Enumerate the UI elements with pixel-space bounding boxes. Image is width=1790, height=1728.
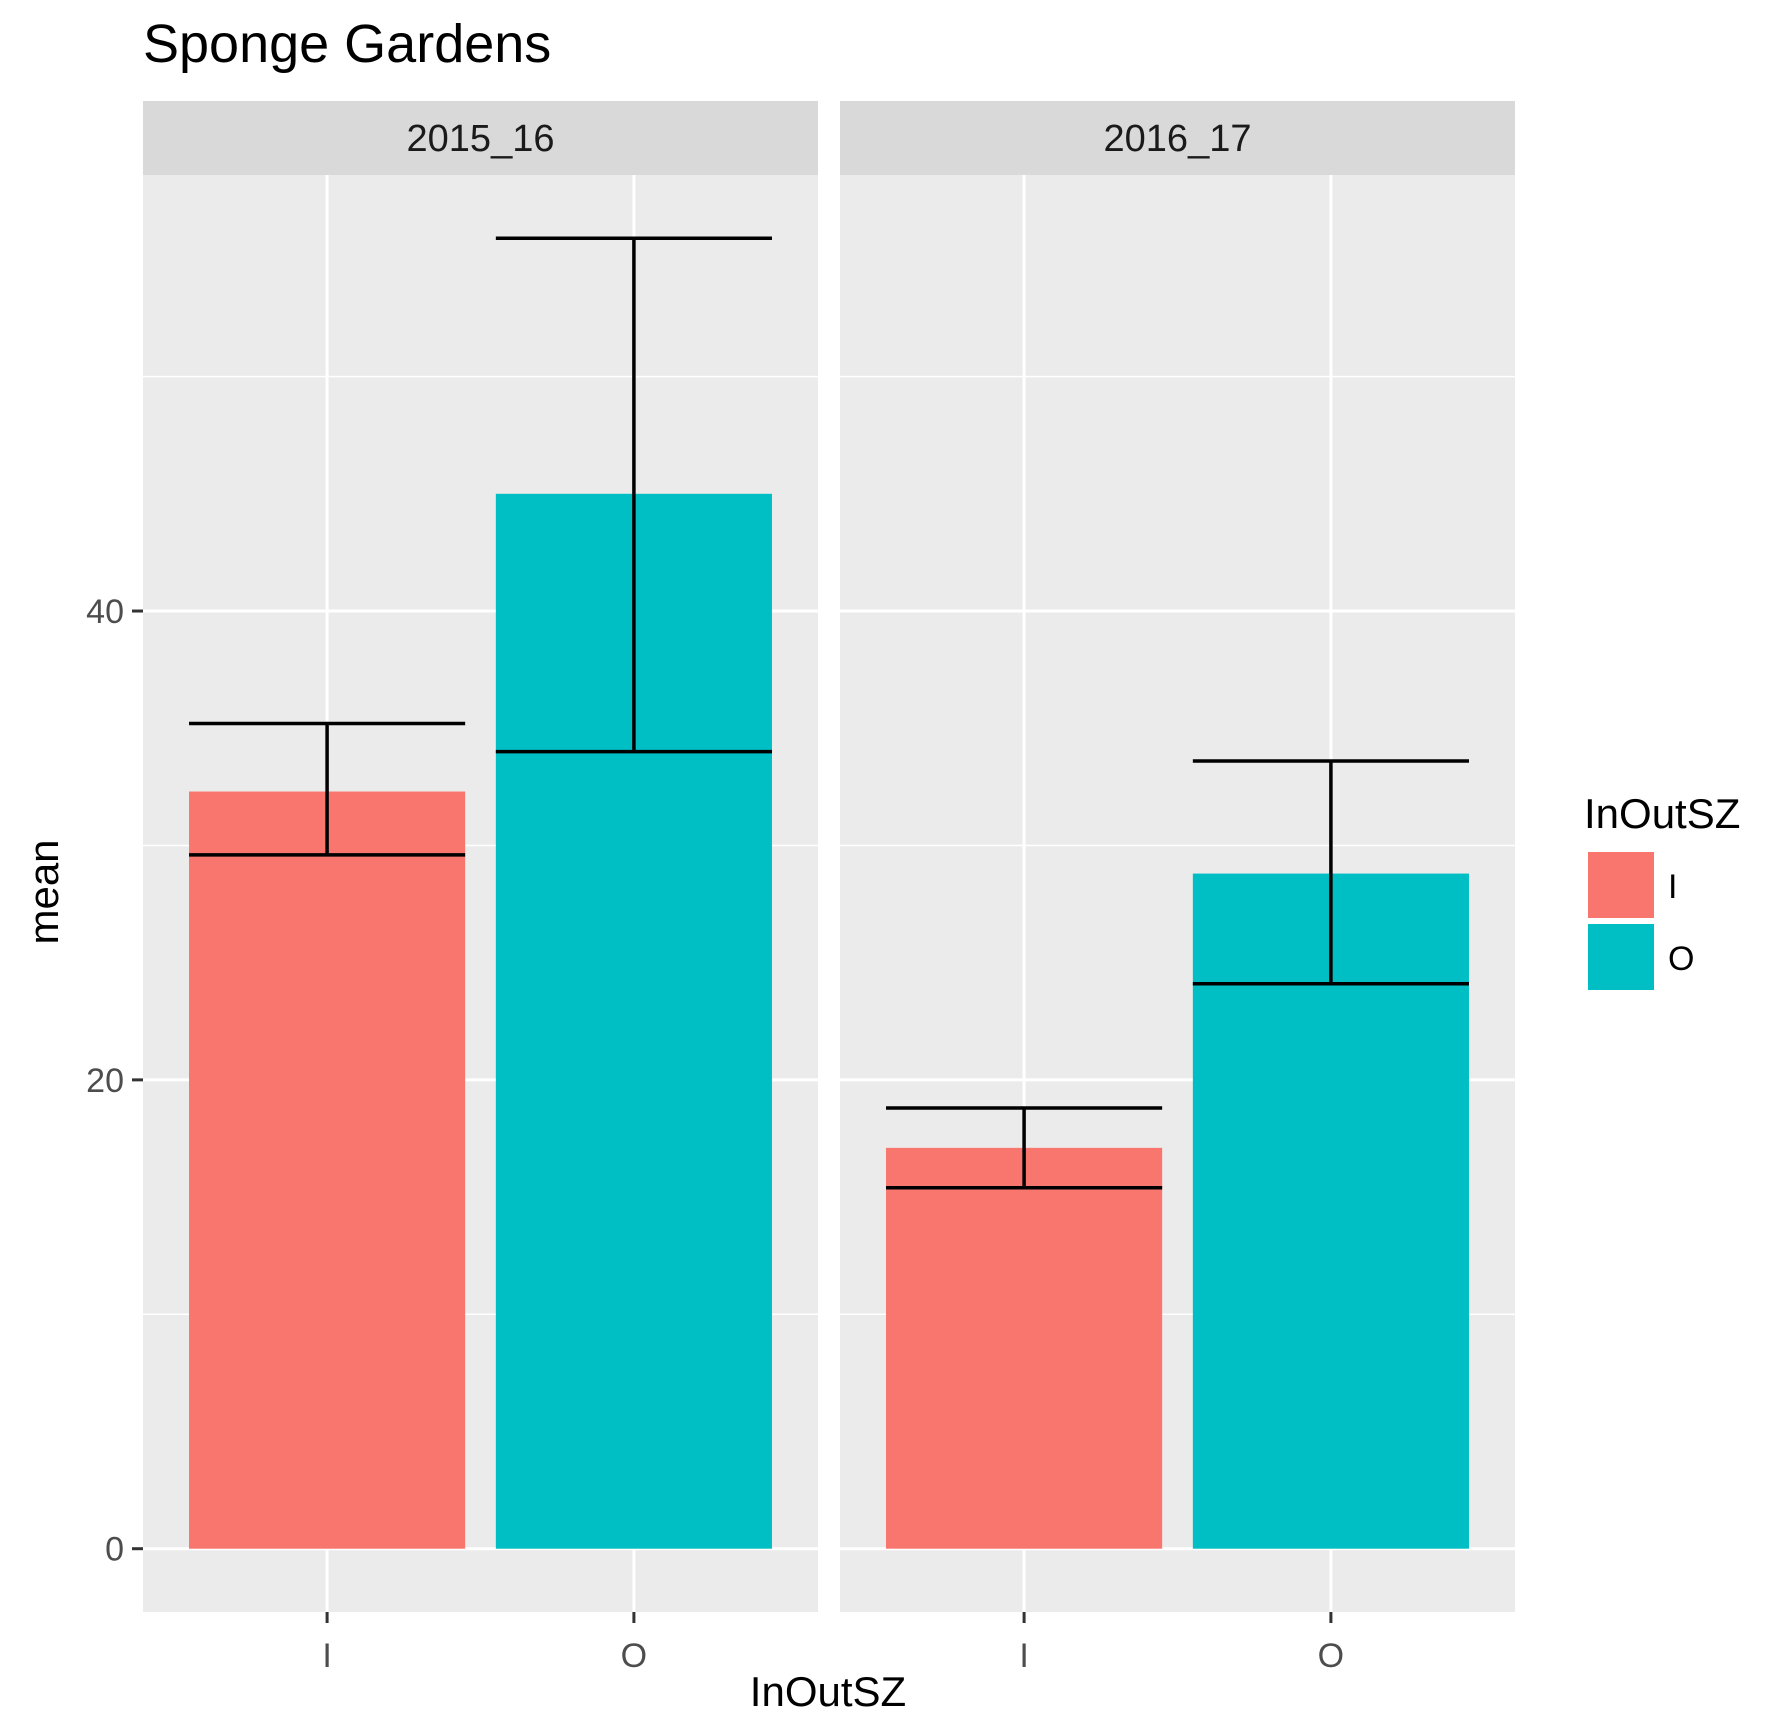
legend-key-O: [1588, 924, 1654, 990]
errorbar-O: [495, 236, 772, 754]
chart-title: Sponge Gardens: [143, 14, 551, 74]
facet-strip-label: 2016_17: [1104, 118, 1252, 160]
x-tick-label: I: [1019, 1637, 1028, 1675]
legend: InOutSZ IO: [1584, 790, 1740, 990]
legend-label-I: I: [1668, 868, 1677, 906]
facet-panel-2015_16: 2015_16: [143, 101, 818, 1612]
errorbar-I: [886, 1106, 1163, 1190]
y-tick-label: 0: [105, 1531, 124, 1569]
facet-panel-2016_17: 2016_17: [840, 101, 1515, 1612]
bar-I: [886, 1147, 1163, 1549]
legend-key-I: [1588, 852, 1654, 918]
x-tick-label: O: [1318, 1637, 1344, 1675]
x-tick-label: I: [322, 1637, 331, 1675]
legend-label-O: O: [1668, 940, 1694, 978]
x-tick-label: O: [621, 1637, 647, 1675]
y-tick-label: 20: [86, 1062, 124, 1100]
bar-O: [1192, 873, 1469, 1549]
x-axis-title: InOutSZ: [750, 1668, 906, 1715]
facet-strip: [840, 101, 1515, 175]
y-axis: 0 20 40: [86, 593, 143, 1569]
facet-strip-label: 2015_16: [407, 118, 555, 160]
facet-panels: 2015_16 2016_17: [143, 101, 1515, 1612]
facet-strip: [143, 101, 818, 175]
errorbar-O: [1192, 759, 1469, 986]
errorbar-I: [189, 721, 466, 857]
y-tick-label: 40: [86, 593, 124, 631]
y-axis-title: mean: [20, 839, 67, 944]
legend-title: InOutSZ: [1584, 790, 1740, 837]
bar-I: [189, 791, 466, 1549]
